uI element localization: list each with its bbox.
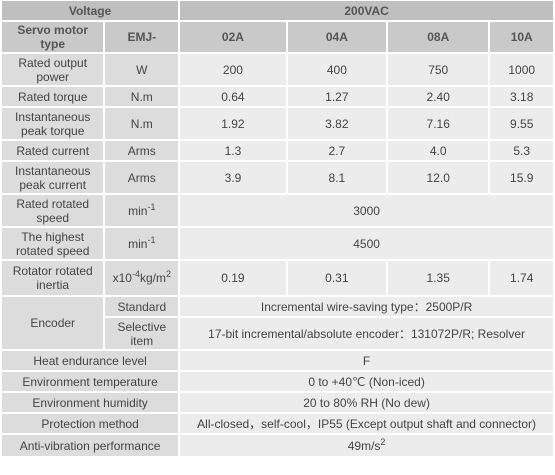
value: F <box>180 351 553 370</box>
value: 7.16 <box>388 108 489 139</box>
unit: Arms <box>105 162 179 193</box>
value: 0.64 <box>180 87 286 106</box>
header-label: Servo motor type <box>2 22 104 52</box>
unit: N.m <box>105 87 179 106</box>
value: 1.3 <box>180 141 286 160</box>
spec-table: Voltage 200VAC Servo motor type EMJ- 02A… <box>2 1 553 456</box>
row-label: Encoder <box>2 297 104 349</box>
model: 08A <box>388 22 489 52</box>
value: 0.19 <box>180 261 286 295</box>
row-label: Environment temperature <box>2 372 179 391</box>
sub-label: Standard <box>105 297 179 316</box>
table-row: Encoder Standard Incremental wire-saving t… <box>2 297 553 349</box>
value: 1.74 <box>490 261 553 295</box>
header-row: Servo motor type EMJ- 02A 04A 08A 10A <box>2 22 553 52</box>
value: 3.18 <box>490 87 553 106</box>
superscript: -1 <box>147 234 156 245</box>
text: min <box>128 236 148 251</box>
voltage-label: Voltage <box>2 1 179 20</box>
table-row: Anti-vibration performance 49m/s2 <box>2 435 553 456</box>
value: 9.55 <box>490 108 553 139</box>
table-row: Rated torque N.m 0.64 1.27 2.40 3.18 <box>2 87 553 106</box>
table-row: Environment temperature 0 to +40℃ (Non-ic… <box>2 372 553 391</box>
table-row: Rated current Arms 1.3 2.7 4.0 5.3 <box>2 141 553 160</box>
value: 4500 <box>180 228 553 259</box>
voltage-value: 200VAC <box>180 1 553 20</box>
text: min <box>128 203 148 218</box>
value: All-closed，self-cool，IP55 (Except output… <box>180 414 553 433</box>
unit: N.m <box>105 108 179 139</box>
table-row: Rotator rotated inertia x10-4kg/m2 0.19 0.3… <box>2 261 553 295</box>
text: kg/m <box>139 271 166 285</box>
value: 8.1 <box>287 162 387 193</box>
value: 3.9 <box>180 162 286 193</box>
row-label: Rotator rotated inertia <box>2 261 104 295</box>
header-unit: EMJ- <box>105 22 179 52</box>
superscript: -1 <box>147 201 156 212</box>
value: 3000 <box>180 195 553 226</box>
table-row: Rated output power W 200 400 750 1000 <box>2 54 553 85</box>
value: 15.9 <box>490 162 553 193</box>
value: 1.35 <box>388 261 489 295</box>
table-row: Rated rotated speed min-1 3000 <box>2 195 553 226</box>
superscript: 2 <box>380 436 386 447</box>
table-row: Selective item 17-bit incremental/absolut… <box>2 318 553 349</box>
table-row: Environment humidity 20 to 80% RH (No dew… <box>2 393 553 412</box>
value: 12.0 <box>388 162 489 193</box>
row-label: Instantaneous peak current <box>2 162 104 193</box>
value: 1.27 <box>287 87 387 106</box>
row-label: Environment humidity <box>2 393 179 412</box>
model: 10A <box>490 22 553 52</box>
model: 02A <box>180 22 286 52</box>
row-label: Rated rotated speed <box>2 195 104 226</box>
value: 400 <box>287 54 387 85</box>
row-label: Instantaneous peak torque <box>2 108 104 139</box>
value: 750 <box>388 54 489 85</box>
value: 2.7 <box>287 141 387 160</box>
row-label: Protection method <box>2 414 179 433</box>
sub-label: Selective item <box>105 318 179 349</box>
value: 49m/s2 <box>180 435 553 456</box>
value: 2.40 <box>388 87 489 106</box>
superscript: 2 <box>165 269 171 279</box>
value: 5.3 <box>490 141 553 160</box>
row-label: Rated output power <box>2 54 104 85</box>
unit: x10-4kg/m2 <box>105 261 179 295</box>
value: 1000 <box>490 54 553 85</box>
row-label: The highest rotated speed <box>2 228 104 259</box>
value: 200 <box>180 54 286 85</box>
table-body: Voltage 200VAC Servo motor type EMJ- 02A… <box>2 1 553 456</box>
unit: min-1 <box>105 228 179 259</box>
unit: min-1 <box>105 195 179 226</box>
table-row: Instantaneous peak torque N.m 1.92 3.82 7.16… <box>2 108 553 139</box>
value: Incremental wire-saving type：2500P/R <box>180 297 553 316</box>
value: 0.31 <box>287 261 387 295</box>
model: 04A <box>287 22 387 52</box>
value: 1.92 <box>180 108 286 139</box>
unit: Arms <box>105 141 179 160</box>
value: 3.82 <box>287 108 387 139</box>
value: 4.0 <box>388 141 489 160</box>
text: 49m/s <box>347 438 381 453</box>
row-label: Heat endurance level <box>2 351 179 370</box>
value: 17-bit incremental/absolute encoder：1310… <box>180 318 553 349</box>
voltage-row: Voltage 200VAC <box>2 1 553 20</box>
value: 20 to 80% RH (No dew) <box>180 393 553 412</box>
value: 0 to +40℃ (Non-iced) <box>180 372 553 391</box>
table-row: The highest rotated speed min-1 4500 <box>2 228 553 259</box>
row-label: Anti-vibration performance <box>2 435 179 456</box>
row-label: Rated current <box>2 141 104 160</box>
table-row: Protection method All-closed，self-cool，IP… <box>2 414 553 433</box>
row-label: Rated torque <box>2 87 104 106</box>
unit: W <box>105 54 179 85</box>
table-row: Heat endurance level F <box>2 351 553 370</box>
text: x10 <box>112 271 132 285</box>
superscript: -4 <box>131 269 140 279</box>
table-row: Instantaneous peak current Arms 3.9 8.1 12.0… <box>2 162 553 193</box>
